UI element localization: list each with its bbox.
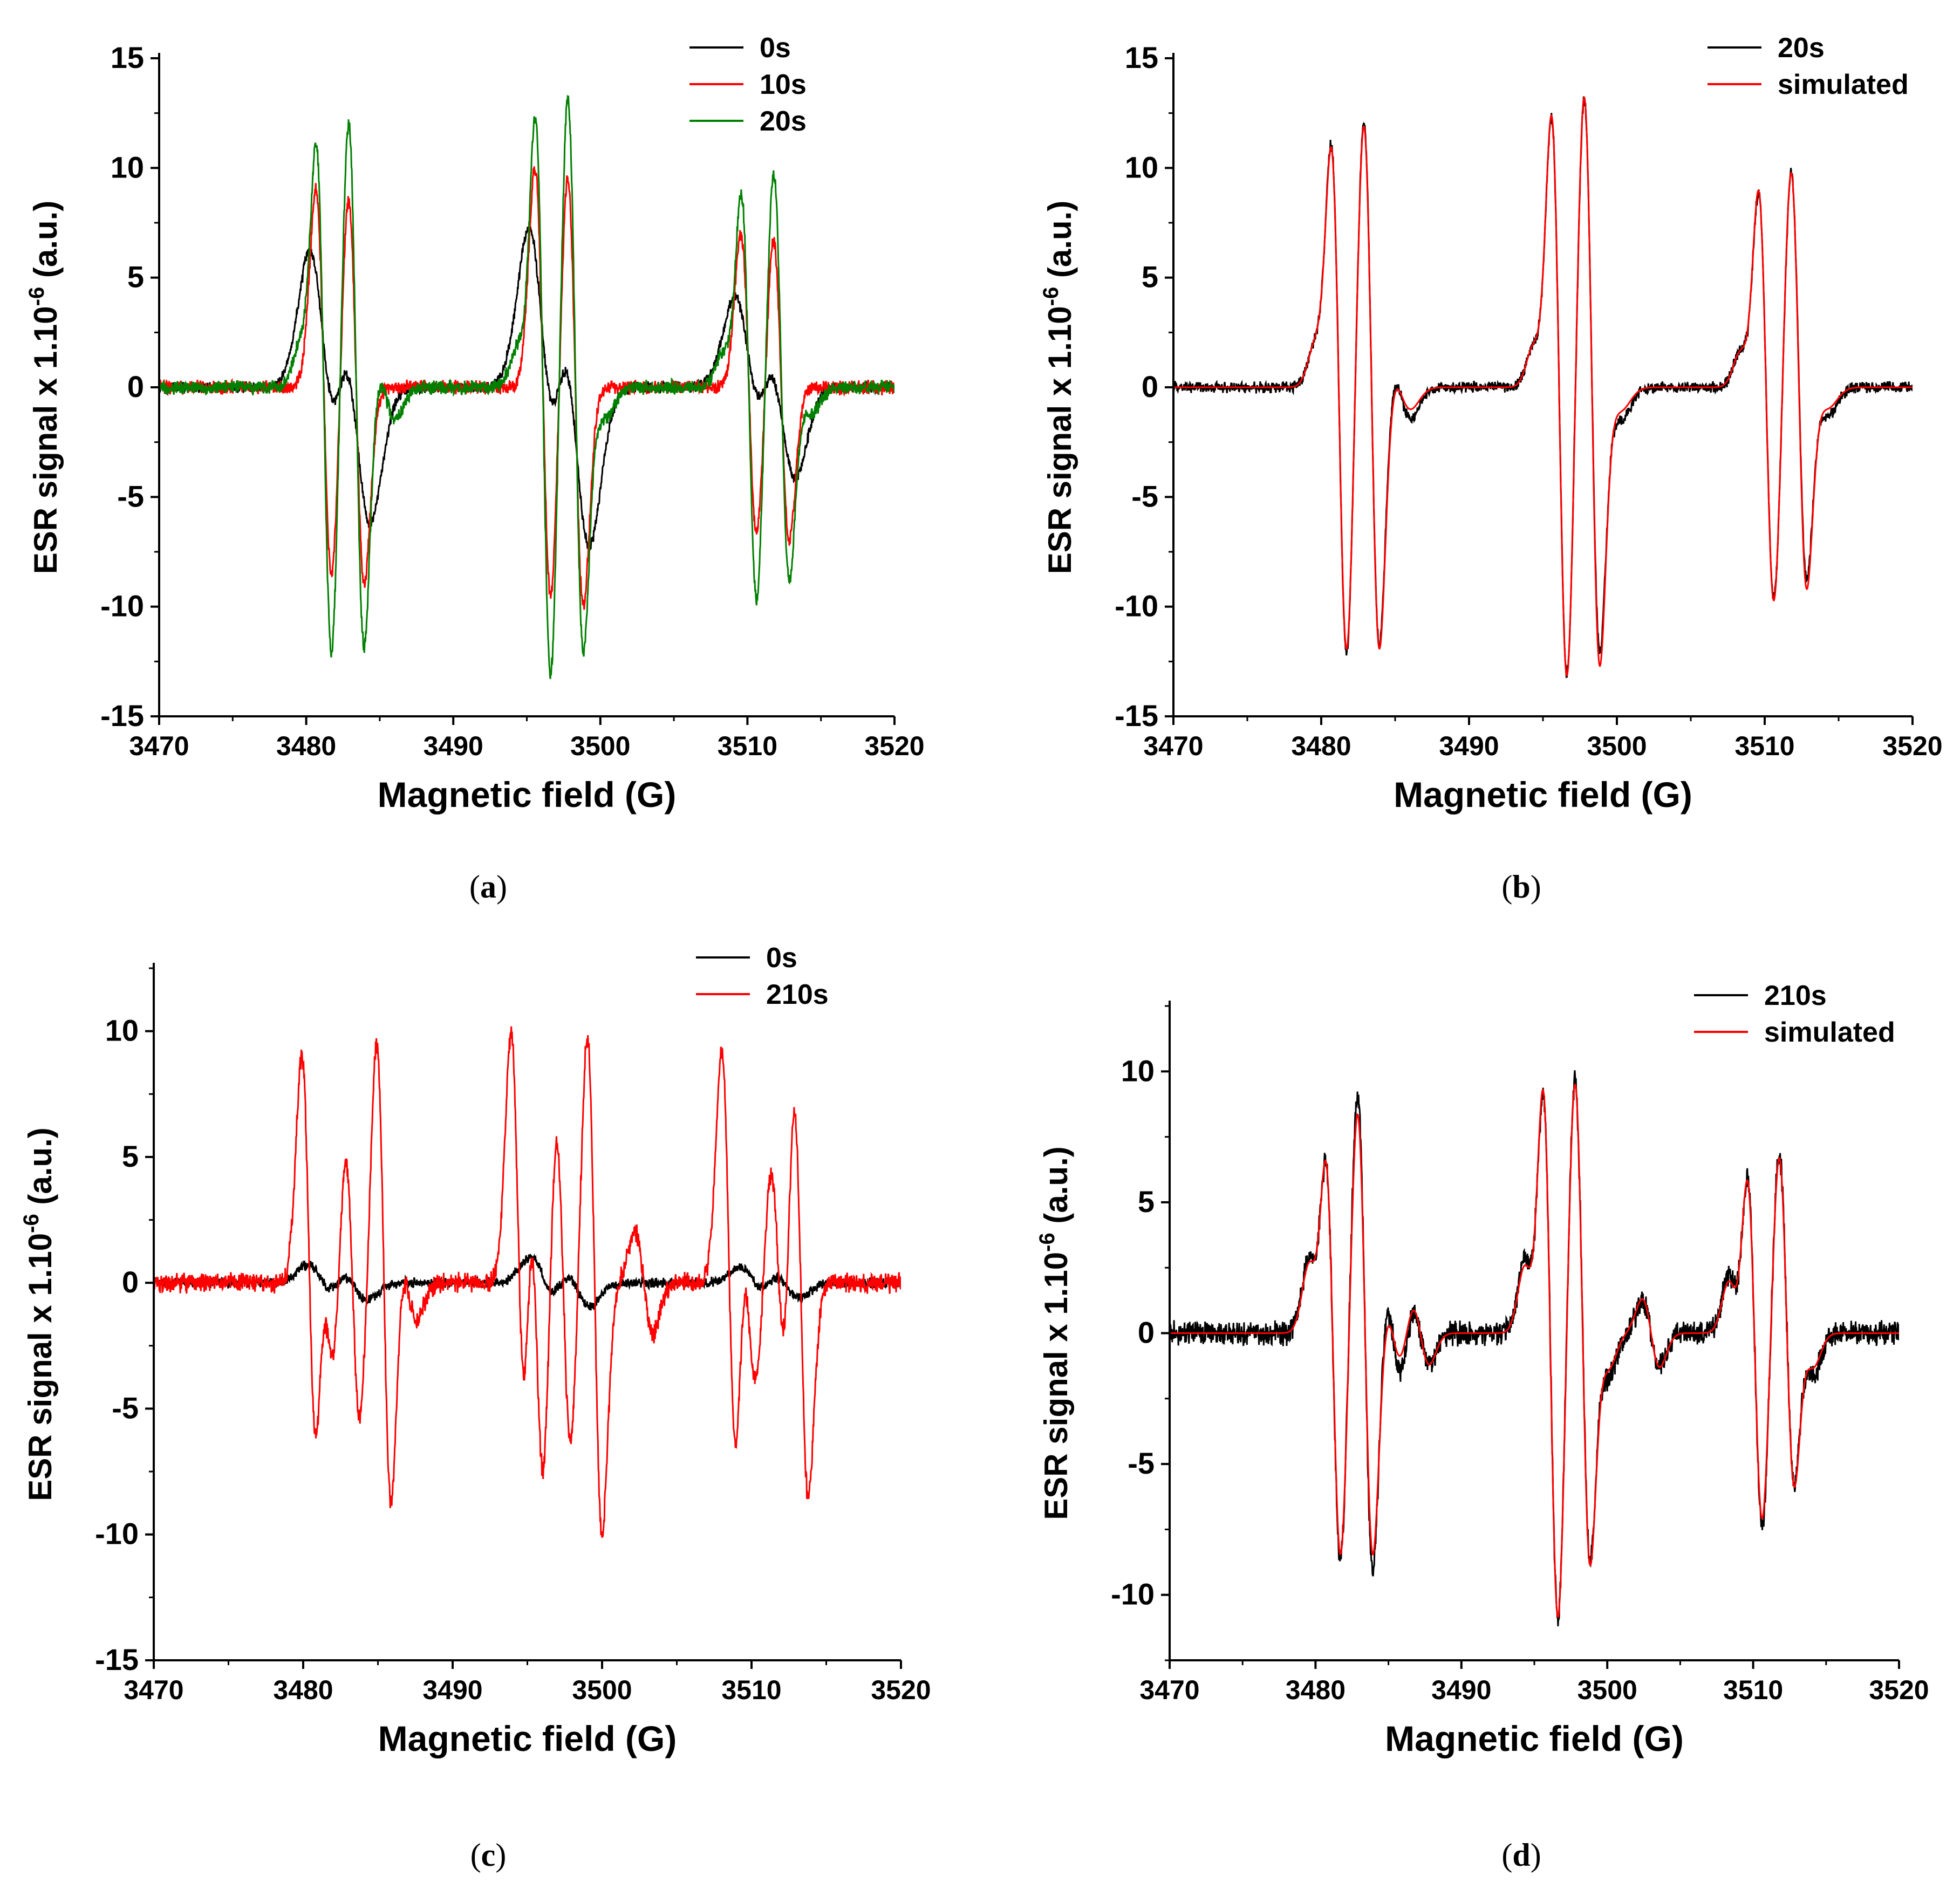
panel-caption-b: (b)	[1501, 869, 1541, 905]
panel-caption-c: (c)	[470, 1837, 507, 1873]
x-tick-label: 3500	[572, 1675, 632, 1705]
y-tick-label: 0	[122, 1265, 139, 1299]
legend-label: 10s	[760, 69, 807, 100]
x-tick-label: 3470	[1143, 731, 1203, 761]
x-tick-label: 3490	[1439, 731, 1499, 761]
y-tick-label: 5	[1138, 1185, 1155, 1219]
panel-caption-d: (d)	[1501, 1837, 1541, 1873]
x-tick-label: 3470	[124, 1675, 183, 1705]
chart-panel-b: 3470 3480 3490 3500 3510 3520 -15 -10 -5 0 5 10 15 Ma…	[1039, 32, 1943, 815]
y-axis-label: ESR signal x 1.10-6 (a.u.)	[25, 201, 64, 574]
chart-panel-a: 3470 3480 3490 3500 3510 3520 -15 -10 -5 0 5 10 15 Ma…	[25, 32, 925, 815]
y-tick-label: 0	[127, 369, 144, 403]
legend-label: 210s	[766, 979, 829, 1010]
y-tick-label: -10	[1115, 589, 1158, 623]
x-tick-label: 3520	[864, 731, 924, 761]
y-tick-label: 10	[1121, 1053, 1155, 1087]
x-tick-label: 3480	[1286, 1675, 1346, 1705]
y-tick-label: -5	[112, 1391, 139, 1425]
series-line-simulated	[1173, 96, 1913, 677]
series-line-simulated	[1170, 1083, 1899, 1618]
x-axis-label: Magnetic field (G)	[378, 775, 677, 815]
legend-label: 0s	[760, 32, 791, 64]
x-tick-label: 3500	[570, 731, 630, 761]
x-tick-label: 3520	[1882, 731, 1942, 761]
y-tick-label: 10	[111, 150, 144, 184]
y-tick-label: -10	[1111, 1577, 1155, 1611]
x-tick-label: 3510	[1723, 1675, 1783, 1705]
series-line-210s	[154, 1026, 901, 1538]
legend-label: 210s	[1764, 980, 1827, 1011]
y-tick-label: -15	[100, 699, 144, 733]
x-tick-label: 3480	[276, 731, 336, 761]
x-tick-label: 3500	[1577, 1675, 1637, 1705]
y-tick-label: -10	[100, 589, 144, 623]
legend-label: simulated	[1764, 1017, 1895, 1048]
y-axis-label: ESR signal x 1.10-6 (a.u.)	[1035, 1146, 1074, 1520]
y-axis-label: ESR signal x 1.10-6 (a.u.)	[19, 1127, 58, 1501]
y-tick-label: 10	[1125, 150, 1158, 184]
x-tick-label: 3490	[424, 731, 483, 761]
x-tick-label: 3470	[1139, 1675, 1199, 1705]
y-tick-label: 5	[127, 260, 144, 294]
legend-label: simulated	[1778, 69, 1909, 100]
y-tick-label: 10	[105, 1014, 139, 1048]
legend-label: 20s	[760, 106, 807, 137]
x-tick-label: 3490	[1431, 1675, 1491, 1705]
x-tick-label: 3470	[129, 731, 189, 761]
x-axis-label: Magnetic field (G)	[378, 1719, 677, 1758]
legend-label: 20s	[1778, 32, 1825, 64]
y-tick-label: 15	[1125, 40, 1158, 74]
x-tick-label: 3500	[1587, 731, 1647, 761]
y-tick-label: 0	[1142, 369, 1158, 403]
y-tick-label: -15	[1115, 699, 1158, 733]
x-tick-label: 3490	[422, 1675, 482, 1705]
x-tick-label: 3510	[718, 731, 777, 761]
y-tick-label: -10	[95, 1517, 139, 1551]
panel-caption-a: (a)	[469, 869, 507, 905]
y-tick-label: 5	[122, 1139, 139, 1173]
y-tick-label: 15	[111, 40, 144, 74]
chart-panel-d: 3470 3480 3490 3500 3510 3520 -10 -5 0 5 10 Magneti…	[1035, 980, 1929, 1758]
x-tick-label: 3520	[871, 1675, 931, 1705]
y-axis-label: ESR signal x 1.10-6 (a.u.)	[1039, 201, 1078, 574]
y-tick-label: -5	[1128, 1446, 1155, 1480]
x-tick-label: 3520	[1869, 1675, 1929, 1705]
series-line-0s	[159, 227, 894, 550]
x-tick-label: 3510	[721, 1675, 781, 1705]
x-tick-label: 3480	[1291, 731, 1351, 761]
series-line-20s	[159, 94, 894, 679]
y-tick-label: 5	[1142, 260, 1158, 294]
x-tick-label: 3480	[273, 1675, 333, 1705]
legend-label: 0s	[766, 942, 797, 974]
y-tick-label: -5	[1131, 479, 1158, 513]
series-line-10s	[159, 166, 894, 610]
x-axis-label: Magnetic field (G)	[1385, 1719, 1684, 1758]
x-axis-label: Magnetic field (G)	[1394, 775, 1692, 815]
y-tick-label: -5	[117, 479, 144, 513]
x-tick-label: 3510	[1734, 731, 1794, 761]
chart-panel-c: 3470 3480 3490 3500 3510 3520 -15 -10 -5 0 5 10 Magn…	[19, 942, 931, 1758]
y-tick-label: -15	[95, 1642, 139, 1676]
y-tick-label: 0	[1138, 1316, 1155, 1350]
